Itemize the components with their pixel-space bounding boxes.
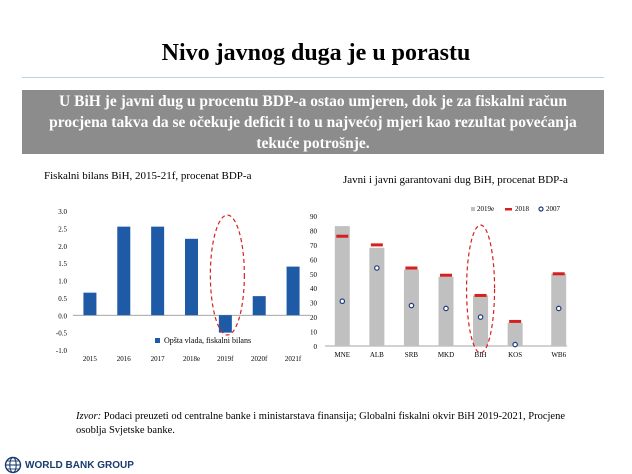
legend-swatch-2018 (505, 208, 512, 211)
x-tick-label: MNE (335, 351, 351, 359)
x-tick-label: ALB (370, 351, 384, 359)
y-tick-label: 0.0 (58, 312, 67, 320)
marker-2007 (512, 341, 518, 348)
y-tick-label: 2.0 (58, 243, 67, 251)
y-tick-label: 2.5 (58, 225, 67, 233)
y-tick-label: 0.5 (58, 295, 67, 303)
summary-banner: U BiH je javni dug u procentu BDP-a osta… (22, 90, 604, 154)
marker-2018 (509, 319, 522, 323)
logo-text: WORLD BANK GROUP (25, 459, 134, 471)
marker-2018 (552, 272, 565, 276)
y-tick-label: 60 (310, 256, 318, 264)
marker-2018 (440, 273, 452, 277)
bar-2019e (473, 295, 489, 346)
page-title: Nivo javnog duga je u porastu (161, 40, 471, 66)
source-note: Izvor: Podaci preuzeti od centralne bank… (76, 410, 596, 438)
x-tick-label: KOS (508, 351, 522, 359)
marker-2007 (374, 265, 380, 271)
y-tick-label: -0.5 (56, 330, 68, 338)
x-tick-label: 2016 (117, 355, 131, 363)
marker-2007 (555, 305, 562, 312)
bar (83, 292, 97, 316)
public-debt-chart: 90 80 70 60 50 40 30 20 10 0 MNE ALB SRB MKD BIH KOS WB6… (310, 205, 567, 359)
bar (252, 296, 266, 316)
y-tick-label: 50 (310, 271, 318, 279)
y-tick-label: 0 (314, 343, 318, 351)
world-bank-logo: WORLD BANK GROUP (4, 456, 134, 474)
legend-label: 2007 (546, 205, 561, 213)
x-tick-label: SRB (405, 351, 419, 359)
legend-label: 2019e (477, 205, 494, 213)
x-tick-label: 2021f (285, 355, 302, 363)
x-tick-label: WB6 (551, 351, 566, 359)
x-tick-label: 2017 (151, 355, 166, 363)
y-tick-label: 3.0 (58, 208, 67, 216)
marker-2018 (474, 293, 487, 297)
bar (218, 315, 232, 333)
x-tick-label: 2018e (183, 355, 200, 363)
y-tick-label: 30 (310, 300, 318, 308)
x-tick-label: MKD (438, 351, 454, 359)
legend-label: 2018 (515, 205, 530, 213)
chart2-title: Javni i javni garantovani dug BiH, proce… (343, 174, 568, 186)
x-tick-label: 2020f (251, 355, 268, 363)
y-tick-label: 80 (310, 227, 318, 235)
marker-2018 (405, 266, 418, 270)
marker-2018 (370, 243, 383, 247)
y-tick-label: 1.5 (58, 260, 67, 268)
marker-2007 (339, 298, 346, 305)
y-tick-label: 1.0 (58, 278, 67, 286)
y-tick-label: -1.0 (56, 347, 68, 355)
marker-2018 (336, 234, 349, 238)
legend-swatch (155, 338, 160, 343)
y-tick-label: 20 (310, 314, 318, 322)
title-divider (22, 77, 604, 78)
marker-2007 (443, 305, 449, 312)
source-label: Izvor: (76, 411, 102, 422)
highlight-ellipse (465, 224, 496, 354)
bar-2019e (369, 247, 385, 346)
y-tick-label: 10 (310, 329, 318, 337)
bar (286, 266, 300, 316)
bar-2019e (507, 322, 523, 346)
chart1-title: Fiskalni bilans BiH, 2015-21f, procenat … (44, 170, 252, 182)
fiscal-balance-chart: 3.0 2.5 2.0 1.5 1.0 0.5 0.0 -0.5 -1.0 2015 2016 201… (56, 208, 310, 363)
marker-2007 (408, 302, 415, 309)
globe-icon (4, 456, 22, 474)
bar-2019e (334, 226, 350, 346)
bar-2019e (438, 276, 454, 346)
y-tick-label: 70 (310, 242, 318, 250)
marker-2007 (477, 314, 484, 320)
bar (185, 238, 198, 316)
legend-swatch-2007 (538, 206, 544, 212)
x-tick-label: BIH (475, 351, 487, 359)
y-tick-label: 90 (310, 213, 318, 221)
source-text: Podaci preuzeti od centralne banke i min… (76, 411, 566, 436)
bar (151, 226, 165, 316)
y-tick-label: 40 (310, 285, 318, 293)
x-tick-label: 2015 (83, 355, 98, 363)
legend-label: Opšta vlada, fiskalni bilans (164, 336, 251, 345)
x-tick-label: 2019f (217, 355, 234, 363)
legend-swatch-2019e (471, 207, 475, 211)
highlight-ellipse (209, 214, 245, 336)
bar (117, 226, 131, 316)
